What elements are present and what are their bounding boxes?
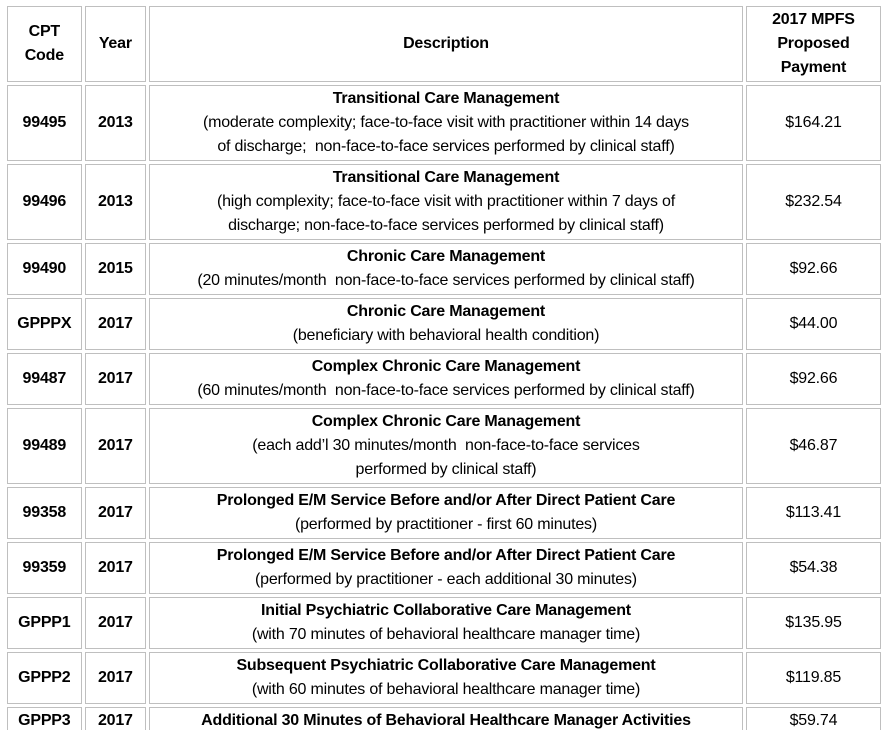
description-cell: Chronic Care Management (20 minutes/mont… (149, 243, 743, 295)
header-payment: 2017 MPFS Proposed Payment (745, 6, 881, 82)
description-title: Prolonged E/M Service Before and/or Afte… (216, 492, 676, 509)
description-cell: Transitional Care Management (high compl… (149, 164, 743, 240)
description-detail: (performed by practitioner - first 60 mi… (294, 516, 597, 533)
description-detail: (moderate complexity; face-to-face visit… (202, 114, 689, 155)
description-cell: Subsequent Psychiatric Collaborative Car… (149, 652, 743, 704)
cpt-code-cell: GPPP1 (7, 597, 82, 649)
cpt-code-cell: 99489 (7, 408, 82, 484)
cpt-payment-table: CPT Code Year Description 2017 MPFS Prop… (4, 3, 884, 730)
year-cell: 2015 (84, 243, 147, 295)
cpt-code-cell: 99495 (7, 85, 82, 161)
payment-cell: $46.87 (745, 408, 881, 484)
table-row: 99489 2017 Complex Chronic Care Manageme… (7, 408, 881, 484)
description-detail: (with 60 minutes of behavioral healthcar… (251, 681, 641, 698)
description-title: Chronic Care Management (346, 303, 546, 320)
year-cell: 2017 (84, 353, 147, 405)
description-title: Transitional Care Management (332, 90, 560, 107)
year-cell: 2017 (84, 487, 147, 539)
description-cell: Transitional Care Management (moderate c… (149, 85, 743, 161)
cpt-code-cell: 99359 (7, 542, 82, 594)
description-title: Prolonged E/M Service Before and/or Afte… (216, 547, 676, 564)
table-row: 99359 2017 Prolonged E/M Service Before … (7, 542, 881, 594)
year-cell: 2013 (84, 85, 147, 161)
payment-cell: $119.85 (745, 652, 881, 704)
year-cell: 2017 (84, 707, 147, 730)
header-description: Description (149, 6, 743, 82)
year-cell: 2017 (84, 597, 147, 649)
year-cell: 2017 (84, 542, 147, 594)
table-row: GPPP3 2017 Additional 30 Minutes of Beha… (7, 707, 881, 730)
description-title: Additional 30 Minutes of Behavioral Heal… (201, 712, 691, 729)
table-row: GPPPX 2017 Chronic Care Management (bene… (7, 298, 881, 350)
payment-cell: $44.00 (745, 298, 881, 350)
description-detail: (high complexity; face-to-face visit wit… (216, 193, 675, 234)
description-detail: (60 minutes/month non-face-to-face servi… (197, 382, 695, 399)
description-detail: (performed by practitioner - each additi… (255, 571, 637, 588)
description-cell: Complex Chronic Care Management (60 minu… (149, 353, 743, 405)
payment-cell: $113.41 (745, 487, 881, 539)
payment-cell: $135.95 (745, 597, 881, 649)
payment-cell: $92.66 (745, 243, 881, 295)
description-title: Complex Chronic Care Management (311, 413, 581, 430)
cpt-code-cell: GPPPX (7, 298, 82, 350)
payment-cell: $54.38 (745, 542, 881, 594)
payment-cell: $59.74 (745, 707, 881, 730)
cpt-code-cell: 99490 (7, 243, 82, 295)
description-title: Subsequent Psychiatric Collaborative Car… (236, 657, 656, 674)
description-title: Complex Chronic Care Management (311, 358, 581, 375)
description-title: Initial Psychiatric Collaborative Care M… (261, 602, 631, 619)
description-detail: (20 minutes/month non-face-to-face servi… (197, 272, 695, 289)
cpt-code-cell: 99496 (7, 164, 82, 240)
cpt-code-cell: GPPP3 (7, 707, 82, 730)
description-detail: (with 70 minutes of behavioral healthcar… (251, 626, 641, 643)
table-row: 99495 2013 Transitional Care Management … (7, 85, 881, 161)
table-row: GPPP2 2017 Subsequent Psychiatric Collab… (7, 652, 881, 704)
cpt-code-cell: 99487 (7, 353, 82, 405)
description-cell: Additional 30 Minutes of Behavioral Heal… (149, 707, 743, 730)
description-cell: Complex Chronic Care Management (each ad… (149, 408, 743, 484)
table-row: 99490 2015 Chronic Care Management (20 m… (7, 243, 881, 295)
table-row: GPPP1 2017 Initial Psychiatric Collabora… (7, 597, 881, 649)
header-year: Year (84, 6, 147, 82)
cpt-code-cell: GPPP2 (7, 652, 82, 704)
description-cell: Prolonged E/M Service Before and/or Afte… (149, 487, 743, 539)
payment-cell: $164.21 (745, 85, 881, 161)
year-cell: 2017 (84, 298, 147, 350)
payment-cell: $92.66 (745, 353, 881, 405)
cpt-code-cell: 99358 (7, 487, 82, 539)
header-row: CPT Code Year Description 2017 MPFS Prop… (7, 6, 881, 82)
description-cell: Chronic Care Management (beneficiary wit… (149, 298, 743, 350)
year-cell: 2017 (84, 408, 147, 484)
description-title: Chronic Care Management (346, 248, 546, 265)
table-row: 99358 2017 Prolonged E/M Service Before … (7, 487, 881, 539)
table-row: 99496 2013 Transitional Care Management … (7, 164, 881, 240)
year-cell: 2013 (84, 164, 147, 240)
description-title: Transitional Care Management (332, 169, 560, 186)
table-row: 99487 2017 Complex Chronic Care Manageme… (7, 353, 881, 405)
description-detail: (each add’l 30 minutes/month non-face-to… (252, 437, 640, 478)
description-detail: (beneficiary with behavioral health cond… (292, 327, 600, 344)
description-cell: Prolonged E/M Service Before and/or Afte… (149, 542, 743, 594)
year-cell: 2017 (84, 652, 147, 704)
payment-cell: $232.54 (745, 164, 881, 240)
description-cell: Initial Psychiatric Collaborative Care M… (149, 597, 743, 649)
header-cpt-code: CPT Code (7, 6, 82, 82)
